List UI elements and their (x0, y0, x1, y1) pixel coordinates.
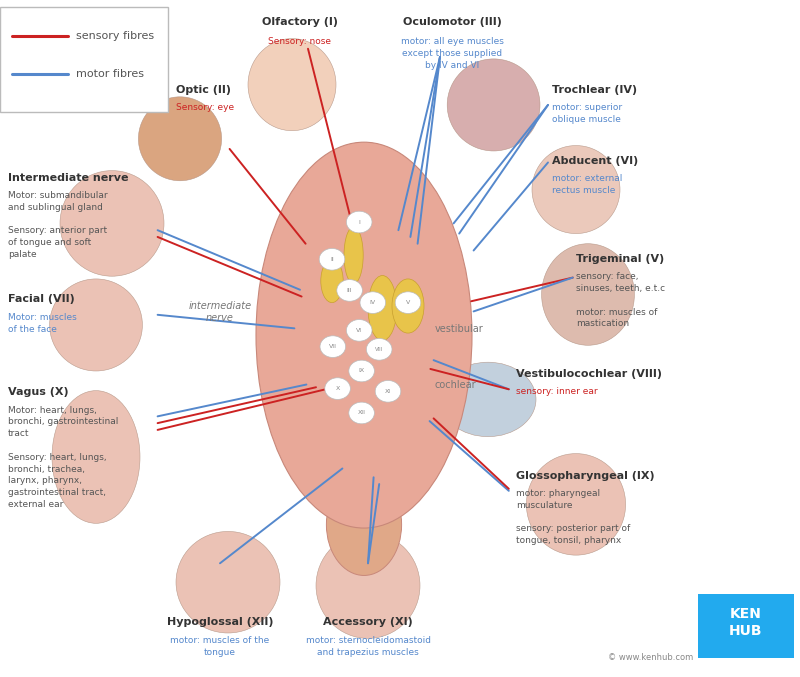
Ellipse shape (326, 474, 402, 575)
Text: II: II (330, 257, 334, 262)
Text: motor: muscles of the
tongue: motor: muscles of the tongue (170, 636, 270, 657)
Text: motor: all eye muscles
except those supplied
by IV and VI: motor: all eye muscles except those supp… (401, 37, 503, 70)
Text: Vestibulocochlear (VIII): Vestibulocochlear (VIII) (516, 369, 662, 379)
Text: Accessory (XI): Accessory (XI) (323, 617, 413, 628)
Ellipse shape (526, 454, 626, 555)
Circle shape (375, 380, 401, 402)
Text: motor: pharyngeal
musculature

sensory: posterior part of
tongue, tonsil, pharyn: motor: pharyngeal musculature sensory: p… (516, 489, 630, 545)
Text: Olfactory (I): Olfactory (I) (262, 17, 338, 27)
Ellipse shape (316, 533, 420, 638)
Circle shape (325, 378, 350, 399)
Ellipse shape (542, 244, 634, 345)
Ellipse shape (60, 171, 164, 276)
Text: Optic (II): Optic (II) (176, 85, 231, 95)
Ellipse shape (138, 97, 222, 181)
Ellipse shape (447, 59, 540, 151)
Text: sensory: inner ear: sensory: inner ear (516, 387, 598, 396)
Text: Sensory: nose: Sensory: nose (269, 37, 331, 46)
Ellipse shape (256, 142, 472, 528)
Ellipse shape (440, 362, 536, 437)
Ellipse shape (52, 391, 140, 523)
Circle shape (366, 338, 392, 360)
Text: Motor: heart, lungs,
bronchi, gastrointestinal
tract

Sensory: heart, lungs,
bro: Motor: heart, lungs, bronchi, gastrointe… (8, 406, 118, 509)
Text: vestibular: vestibular (434, 324, 483, 334)
Circle shape (349, 360, 374, 382)
Ellipse shape (392, 279, 424, 333)
Ellipse shape (50, 279, 142, 371)
Text: Motor: submandibular
and sublingual gland

Sensory: anterior part
of tongue and : Motor: submandibular and sublingual glan… (8, 191, 108, 259)
Circle shape (360, 292, 386, 313)
Text: sensory fibres: sensory fibres (76, 31, 154, 41)
Circle shape (320, 336, 346, 357)
Ellipse shape (248, 39, 336, 131)
Text: Glossopharyngeal (IX): Glossopharyngeal (IX) (516, 471, 654, 481)
Text: motor: external
rectus muscle: motor: external rectus muscle (552, 174, 622, 195)
Text: Trigeminal (V): Trigeminal (V) (576, 254, 664, 264)
FancyBboxPatch shape (698, 594, 794, 658)
Text: KEN
HUB: KEN HUB (730, 607, 762, 638)
Text: motor: sternocleidomastoid
and trapezius muscles: motor: sternocleidomastoid and trapezius… (306, 636, 430, 657)
Text: VIII: VIII (375, 347, 383, 352)
Text: III: III (346, 288, 353, 293)
Text: Vagus (X): Vagus (X) (8, 387, 69, 397)
Text: Intermediate nerve: Intermediate nerve (8, 173, 129, 183)
Text: cochlear: cochlear (434, 380, 476, 391)
Ellipse shape (368, 276, 397, 341)
Circle shape (319, 248, 345, 270)
Text: intermediate
nerve: intermediate nerve (189, 301, 251, 323)
Text: Motor: muscles
of the face: Motor: muscles of the face (8, 313, 77, 334)
Text: Abducent (VI): Abducent (VI) (552, 156, 638, 166)
Text: Hypoglossal (XII): Hypoglossal (XII) (166, 617, 274, 628)
Text: XII: XII (358, 410, 366, 416)
Text: motor fibres: motor fibres (76, 70, 144, 79)
FancyBboxPatch shape (0, 7, 168, 112)
Text: VI: VI (356, 328, 362, 333)
Text: © www.kenhub.com: © www.kenhub.com (608, 653, 694, 662)
Circle shape (337, 280, 362, 301)
Text: I: I (358, 219, 360, 225)
Ellipse shape (321, 259, 343, 303)
Ellipse shape (532, 146, 620, 234)
Circle shape (395, 292, 421, 313)
Ellipse shape (344, 227, 363, 284)
Text: Oculomotor (III): Oculomotor (III) (402, 17, 502, 27)
Text: Trochlear (IV): Trochlear (IV) (552, 85, 637, 95)
Text: Facial (VII): Facial (VII) (8, 294, 74, 305)
Circle shape (346, 320, 372, 341)
Ellipse shape (176, 531, 280, 633)
Text: motor: superior
oblique muscle: motor: superior oblique muscle (552, 103, 622, 124)
Text: X: X (335, 386, 340, 391)
Text: Sensory: eye: Sensory: eye (176, 103, 234, 112)
Text: VII: VII (329, 344, 337, 349)
Text: XI: XI (385, 389, 391, 394)
Text: IX: IX (358, 368, 365, 374)
Circle shape (349, 402, 374, 424)
Text: V: V (406, 300, 410, 305)
Circle shape (346, 211, 372, 233)
Text: IV: IV (370, 300, 376, 305)
Text: sensory: face,
sinuses, teeth, e.t.c

motor: muscles of
mastication: sensory: face, sinuses, teeth, e.t.c mot… (576, 272, 665, 328)
